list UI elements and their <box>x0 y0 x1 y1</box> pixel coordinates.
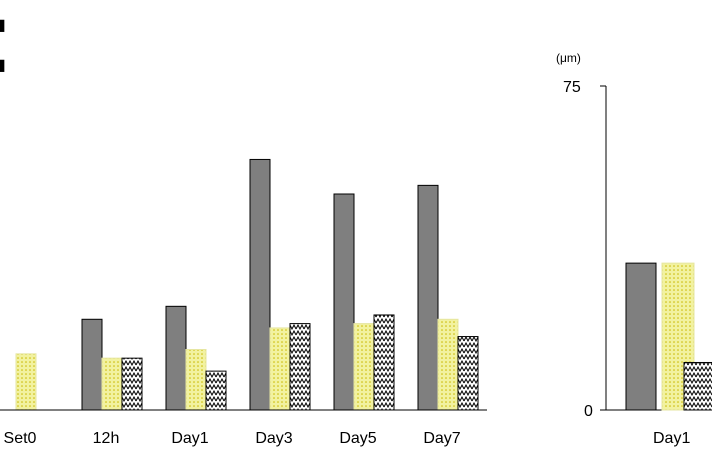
legend-marker: ▮ <box>0 17 6 34</box>
bars <box>15 158 479 411</box>
x-tick-label-Day3: Day3 <box>255 430 292 447</box>
right-chart: (μm) 75 0 Day1 <box>556 51 712 447</box>
legend-marker: ▮ <box>0 57 6 74</box>
bar-zigzag-12h <box>121 357 143 411</box>
bar-zigzag-Day3 <box>289 323 311 411</box>
bar-zigzag-Day1 <box>205 370 227 411</box>
x-tick-label-Day5: Day5 <box>339 430 376 447</box>
bar-solid-grey-12h <box>81 318 103 411</box>
bar-yellow-dot-Day7 <box>437 318 459 411</box>
x-tick-label: Day1 <box>653 430 690 447</box>
bar-solid-grey-Day7 <box>417 184 439 411</box>
bar-yellow-dot-Set0 <box>15 353 37 411</box>
x-tick-label-Day7: Day7 <box>423 430 460 447</box>
bar-yellow-dot-Day1 <box>185 349 207 411</box>
bar-zigzag-Day1 <box>683 361 712 411</box>
y-unit-label: (μm) <box>556 51 581 65</box>
x-tick-label-Set0: Set0 <box>4 430 37 447</box>
y-tick-label-bottom: 0 <box>584 403 593 420</box>
bar-yellow-dot-12h <box>101 357 123 411</box>
bars <box>625 262 712 411</box>
y-tick-label-top: 75 <box>563 79 581 96</box>
bar-yellow-dot-Day5 <box>353 323 375 411</box>
x-tick-label-12h: 12h <box>93 430 120 447</box>
bar-solid-grey-Day5 <box>333 193 355 411</box>
bar-yellow-dot-Day3 <box>269 327 291 411</box>
x-tick-label-Day1: Day1 <box>171 430 208 447</box>
bar-solid-grey-Day3 <box>249 158 271 411</box>
x-tick-labels: Set0 12h Day1 Day3 Day5 Day7 <box>4 430 461 447</box>
bar-zigzag-Day7 <box>457 336 479 411</box>
legend: ▮▮ <box>0 17 6 74</box>
bar-solid-grey-Day1 <box>625 262 657 411</box>
bar-solid-grey-Day1 <box>165 305 187 411</box>
bar-zigzag-Day5 <box>373 314 395 411</box>
left-chart: ▮▮ Set0 12h Day1 Day3 Day5 Day7 <box>0 17 487 447</box>
